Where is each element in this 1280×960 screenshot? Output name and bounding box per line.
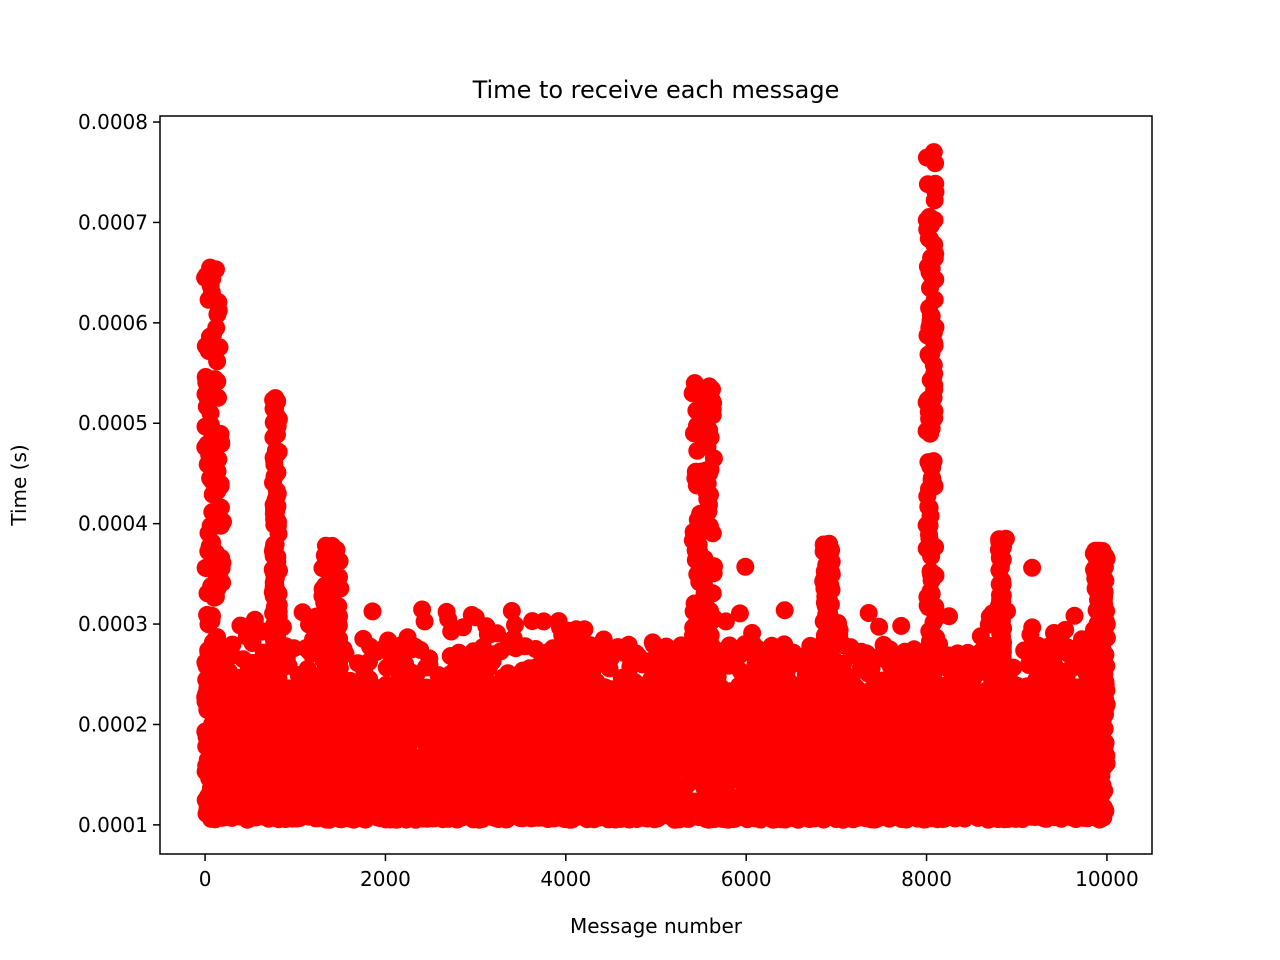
data-point — [399, 737, 418, 756]
data-point — [1023, 618, 1042, 637]
data-point — [1096, 801, 1115, 820]
data-point — [892, 616, 911, 635]
data-point — [223, 635, 242, 654]
data-point — [730, 604, 749, 623]
data-point — [506, 616, 524, 634]
chart-title: Time to receive each message — [472, 76, 840, 104]
data-point — [1065, 606, 1084, 625]
data-point — [575, 620, 594, 639]
data-point — [870, 617, 889, 636]
data-point — [775, 601, 794, 620]
data-point — [1095, 781, 1114, 800]
data-points — [196, 143, 1116, 829]
data-point — [363, 602, 382, 621]
data-point — [415, 612, 434, 631]
